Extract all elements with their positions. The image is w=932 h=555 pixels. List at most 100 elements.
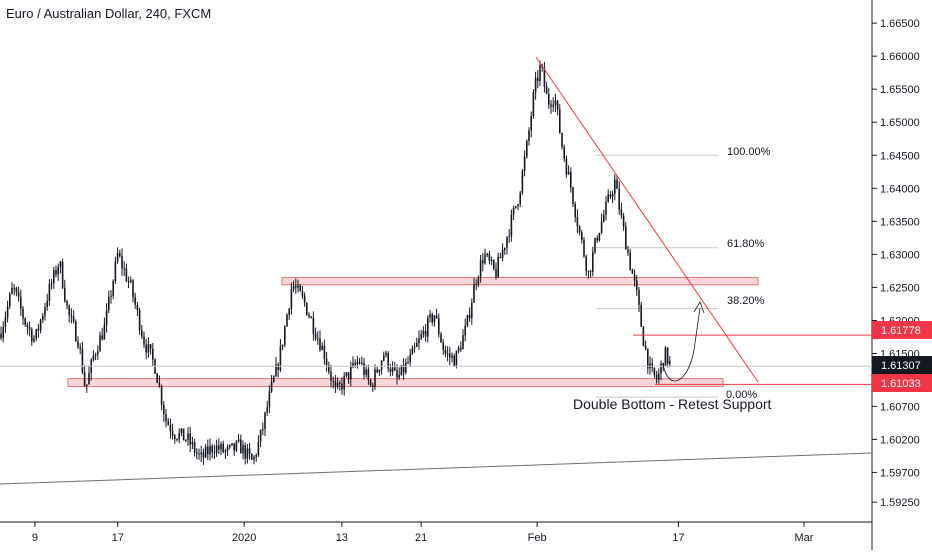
candle-body [145, 344, 147, 353]
time-axis-label: Mar [795, 532, 814, 544]
candle-body [187, 433, 189, 440]
candle-body [57, 266, 59, 275]
price-axis-label: 1.64500 [880, 150, 920, 162]
candle-body [64, 287, 66, 302]
candle-body [574, 203, 576, 217]
candle-body [594, 238, 596, 253]
candle-body [424, 330, 427, 337]
candle-body [39, 319, 42, 331]
candle-body [97, 351, 99, 355]
candle-body [130, 280, 132, 282]
chart-title: Euro / Australian Dollar, 240, FXCM [6, 6, 212, 21]
candle-body [653, 367, 656, 376]
candle-body [218, 445, 220, 450]
candle-body [391, 367, 394, 372]
candle-body [413, 346, 416, 348]
candle-body [257, 441, 260, 456]
candle-body [169, 425, 172, 432]
candle-body [660, 363, 662, 374]
candle-body [55, 270, 57, 275]
candle-body [259, 429, 262, 442]
pattern-caption: Double Bottom - Retest Support [573, 396, 772, 412]
candle-body [101, 335, 103, 340]
candle-body [354, 362, 356, 365]
candle-body [105, 310, 108, 325]
candle-body [321, 345, 323, 351]
candle-body [44, 307, 46, 316]
price-axis-label: 1.66000 [880, 51, 920, 63]
candle-body [435, 315, 438, 319]
candle-body [141, 330, 143, 337]
candle-body [376, 369, 378, 373]
candle-body [449, 353, 451, 358]
candle-body [204, 446, 207, 458]
candle-body [138, 310, 141, 331]
price-axis[interactable]: 1.66500 1.66000 1.65500 1.65000 1.64500 1.640… [872, 18, 920, 509]
candle-body [416, 343, 418, 347]
candle-body [440, 334, 442, 343]
candle-body [299, 285, 301, 292]
candle-body [317, 338, 319, 340]
candle-body [160, 386, 163, 405]
candle-body [132, 280, 134, 298]
candle-body [622, 215, 625, 227]
time-axis[interactable]: 9 17 2020 13 21 Feb 17 Mar [32, 522, 814, 544]
candle-body [504, 247, 506, 250]
candle-body [33, 338, 35, 342]
candle-body [147, 344, 150, 353]
candle-body [308, 315, 310, 317]
time-axis-label: 17 [112, 532, 124, 544]
fib-label-0: 0.00% [726, 389, 757, 401]
candle-body [411, 347, 414, 355]
candle-body [572, 187, 574, 204]
candle-body [614, 179, 616, 194]
candle-body [422, 330, 425, 335]
candle-body [31, 329, 33, 342]
candle-body [548, 94, 550, 105]
price-axis-label: 1.65500 [880, 84, 920, 96]
candle-body [328, 365, 330, 372]
candle-body [310, 316, 312, 318]
candle-body [495, 269, 497, 277]
candle-body [633, 273, 636, 281]
candle-body [636, 280, 638, 290]
trendlines-layer [0, 56, 873, 485]
candle-body [108, 296, 110, 311]
candle-body [431, 314, 433, 323]
candle-body [512, 207, 515, 215]
candle-body [323, 345, 326, 359]
candle-body [180, 428, 183, 433]
candle-body [398, 374, 400, 378]
candle-body [475, 284, 477, 286]
resistance-price-tag-box [872, 321, 932, 339]
candle-body [202, 452, 205, 458]
candle-body [367, 369, 370, 380]
candle-body [288, 308, 290, 315]
candle-body [222, 443, 224, 452]
candle-body [229, 445, 231, 448]
candle-body [420, 334, 422, 339]
candle-body [598, 232, 601, 241]
price-axis-label: 1.60700 [880, 401, 920, 413]
candle-body [191, 442, 194, 445]
candle-body [244, 445, 246, 459]
candle-body [352, 362, 354, 367]
candle-body [369, 379, 372, 386]
candle-body [9, 294, 11, 307]
candle-body [28, 327, 31, 330]
candle-body [609, 194, 612, 197]
candle-body [273, 376, 275, 382]
candle-body [378, 369, 381, 373]
candle-body [286, 314, 288, 327]
candle-body [347, 372, 350, 380]
candle-body [396, 370, 398, 378]
candle-body [275, 364, 277, 377]
candle-body [556, 100, 559, 110]
candle-body [270, 381, 273, 392]
time-axis-label: 9 [32, 532, 38, 544]
descending-trendline [535, 56, 759, 383]
candle-body [356, 362, 359, 365]
candle-body [171, 431, 174, 436]
